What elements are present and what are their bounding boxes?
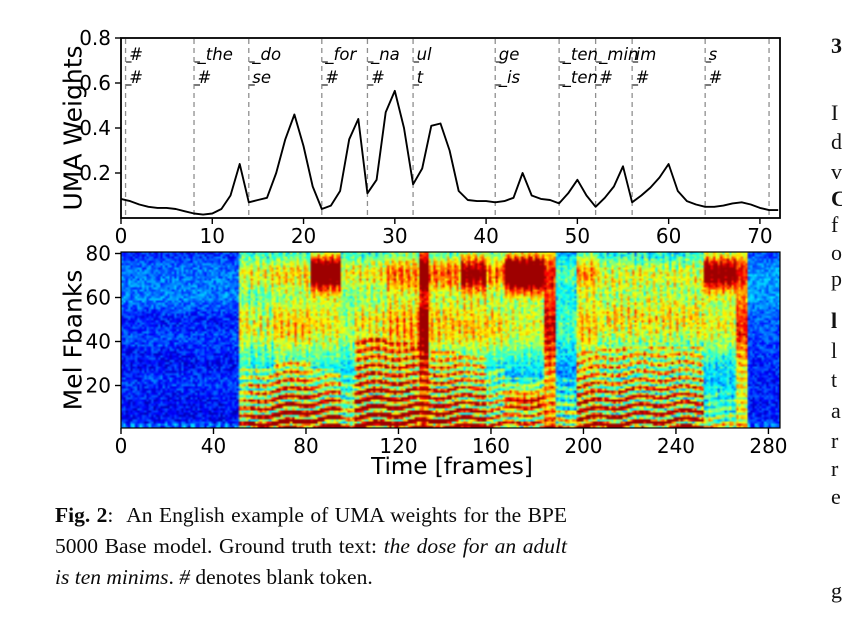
token-label-bottom: # bbox=[325, 68, 339, 87]
token-label-bottom: # bbox=[636, 68, 650, 87]
caption-hash: # bbox=[179, 565, 190, 589]
token-label-top: _na bbox=[370, 45, 400, 65]
uma-y-tick-label: 0.4 bbox=[79, 116, 111, 140]
caption-mid: . bbox=[168, 565, 180, 589]
mel-x-tick-label: 240 bbox=[657, 434, 695, 458]
token-label-top: _min bbox=[598, 45, 638, 65]
mel-y-tick-label: 80 bbox=[86, 242, 111, 266]
token-label-bottom: _is bbox=[498, 68, 521, 88]
mel-x-tick-label: 280 bbox=[749, 434, 787, 458]
token-label-top: s bbox=[709, 45, 718, 64]
mel-x-tick-label: 40 bbox=[201, 434, 226, 458]
caption-body-2: denotes blank token. bbox=[189, 565, 373, 589]
caption-colon: : bbox=[107, 503, 120, 527]
mel-x-tick-label: 80 bbox=[293, 434, 318, 458]
uma-weights-curve bbox=[120, 89, 779, 216]
token-label-bottom: # bbox=[129, 68, 143, 87]
token-label-top: _for bbox=[324, 45, 357, 65]
uma-x-tick-label: 50 bbox=[565, 224, 590, 248]
figure-caption: Fig. 2: An English example of UMA weight… bbox=[55, 500, 567, 593]
token-label-top: _the bbox=[197, 45, 233, 65]
mel-x-tick-label: 0 bbox=[115, 434, 128, 458]
token-label-top: ge bbox=[499, 45, 520, 64]
uma-x-tick-label: 60 bbox=[656, 224, 681, 248]
token-label-top: ul bbox=[417, 45, 432, 64]
caption-ground-truth: the dose for an adult is ten minims bbox=[55, 534, 567, 589]
uma-y-axis-label: UMA Weights bbox=[58, 45, 88, 211]
token-label-bottom: se bbox=[252, 68, 271, 87]
mel-y-tick-label: 60 bbox=[86, 286, 111, 310]
token-label-top: im bbox=[636, 45, 657, 64]
token-label-bottom: # bbox=[198, 68, 212, 87]
token-label-top: _ten bbox=[562, 45, 598, 65]
token-label-bottom: # bbox=[599, 68, 613, 87]
uma-y-tick-label: 0.2 bbox=[79, 161, 111, 185]
token-label-bottom: t bbox=[417, 68, 424, 87]
time-x-axis-label: Time [frames] bbox=[371, 454, 533, 480]
token-label-top: # bbox=[129, 45, 143, 64]
uma-x-tick-label: 20 bbox=[291, 224, 316, 248]
uma-y-tick-label: 0.8 bbox=[79, 26, 111, 50]
mel-y-tick-label: 40 bbox=[86, 330, 111, 354]
uma-x-tick-label: 30 bbox=[382, 224, 407, 248]
uma-weights-plot: 0 10 20 30 40 50 60 70 0.2 0.4 0.6 0.8 # # _the # _dose _… bbox=[79, 26, 787, 458]
uma-axes-frame bbox=[120, 37, 781, 219]
uma-x-tick-label: 0 bbox=[115, 224, 128, 248]
caption-body-1: An English example of UMA weights for th… bbox=[55, 503, 568, 558]
token-label-top: _do bbox=[251, 45, 281, 65]
mel-y-tick-label: 20 bbox=[86, 374, 111, 398]
mel-x-tick-label: 200 bbox=[564, 434, 602, 458]
mel-axes-frame bbox=[120, 251, 781, 429]
uma-y-tick-label: 0.6 bbox=[79, 71, 111, 95]
caption-fig-label: Fig. 2 bbox=[55, 503, 108, 527]
mel-y-axis-label: Mel Fbanks bbox=[58, 269, 88, 411]
uma-x-tick-label: 10 bbox=[200, 224, 225, 248]
token-label-bottom: _ten bbox=[562, 68, 598, 88]
mel-x-tick-label: 160 bbox=[472, 434, 510, 458]
mel-x-tick-label: 120 bbox=[379, 434, 417, 458]
token-label-bottom: # bbox=[709, 68, 723, 87]
uma-x-tick-label: 70 bbox=[747, 224, 772, 248]
mel-spectrogram-heatmap bbox=[121, 252, 780, 428]
clipped-text-fragment: g bbox=[831, 578, 842, 603]
uma-x-tick-label: 40 bbox=[473, 224, 498, 248]
token-label-bottom: # bbox=[371, 68, 385, 87]
